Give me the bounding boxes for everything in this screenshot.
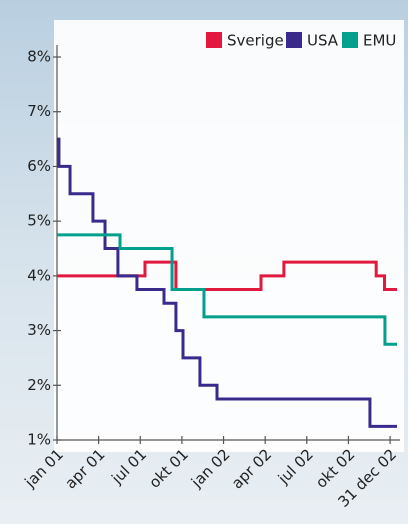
y-tick-label: 5%: [27, 212, 51, 230]
legend-label: USA: [307, 32, 339, 50]
legend-label: Sverige: [227, 32, 284, 50]
series-line: [57, 260, 397, 292]
legend-swatch: [206, 32, 222, 48]
series-line: [57, 233, 397, 346]
legend-swatch: [342, 32, 358, 48]
legend-label: EMU: [363, 32, 396, 50]
y-tick-label: 4%: [27, 266, 51, 284]
y-tick-label: 2%: [27, 376, 51, 394]
y-tick-label: 6%: [27, 157, 51, 175]
y-tick-label: 3%: [27, 321, 51, 339]
y-tick-label: 8%: [27, 48, 51, 66]
y-tick-label: 1%: [27, 431, 51, 449]
legend-swatch: [286, 32, 302, 48]
y-tick-label: 7%: [27, 102, 51, 120]
series-line: [57, 137, 397, 428]
